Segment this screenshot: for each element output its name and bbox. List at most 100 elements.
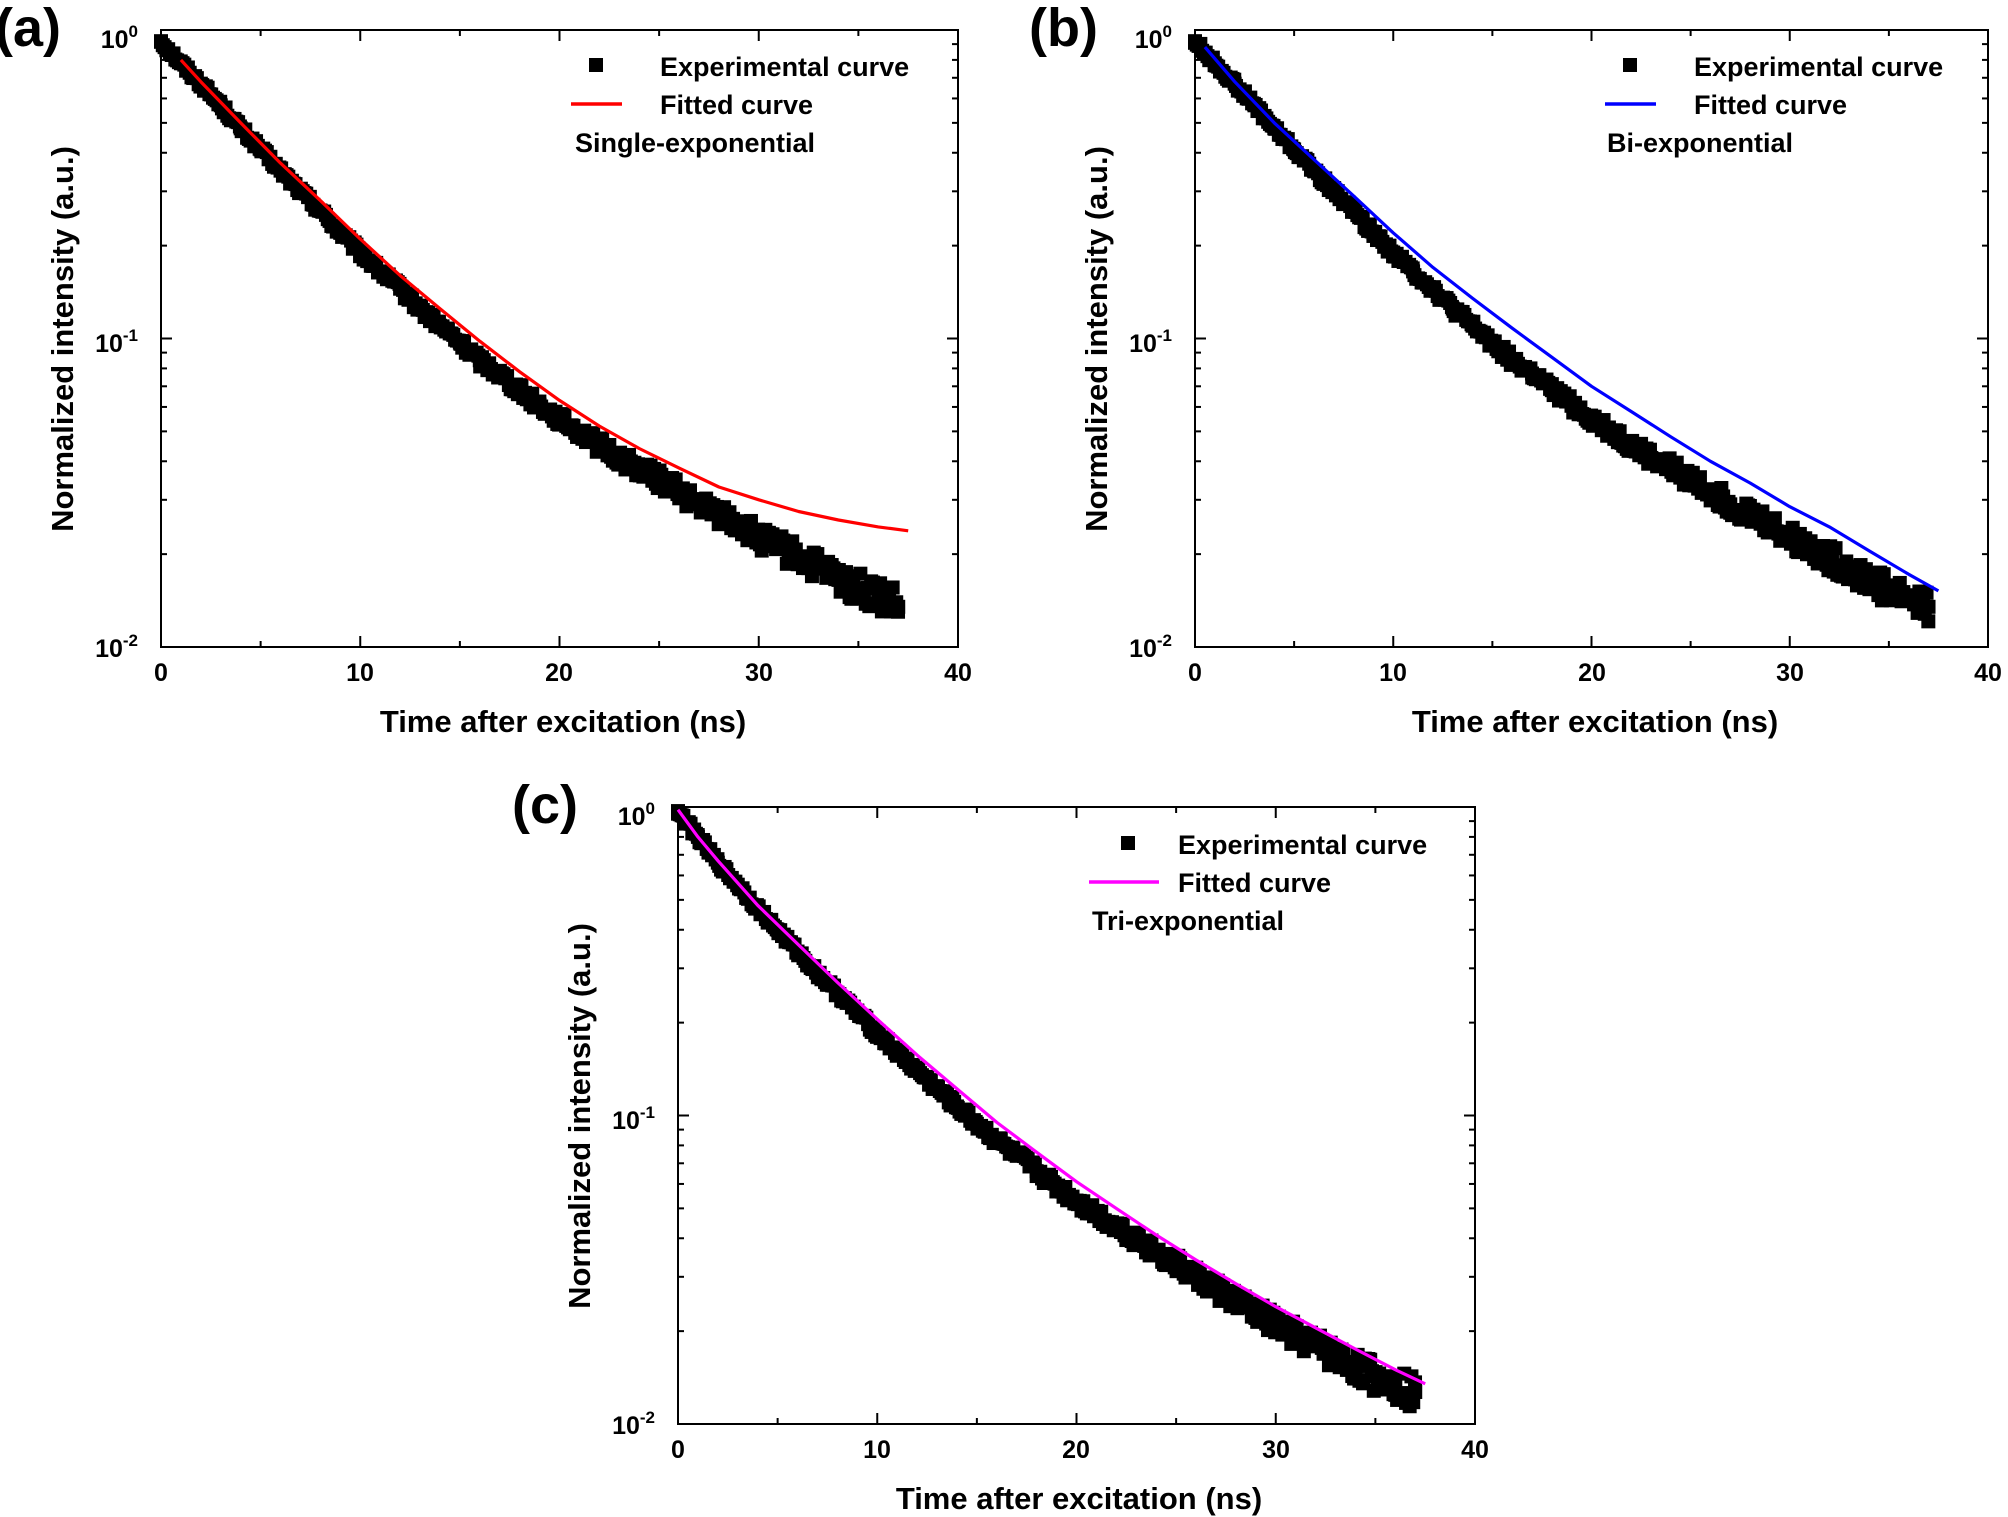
- panel-b-annotation: Bi-exponential: [1607, 128, 1793, 158]
- panel-b-data-point: [1723, 497, 1738, 512]
- panel-c-x-tick-label: 30: [1262, 1436, 1290, 1464]
- panel-b-data-point: [1663, 461, 1678, 476]
- panel-a-data-point: [432, 318, 447, 333]
- panel-b-data-point: [1425, 281, 1440, 296]
- panel-c-data-point: [1149, 1245, 1164, 1260]
- panel-c-data-point: [750, 901, 765, 916]
- panel-c-data-point: [969, 1116, 984, 1131]
- panel-a-data-point: [512, 383, 527, 398]
- panel-a-data-point: [652, 472, 667, 487]
- panel-a-x-tick-label: 40: [944, 659, 972, 687]
- panel-c-data-point: [1009, 1148, 1024, 1163]
- panel-a-data-point: [885, 580, 900, 595]
- panel-c-x-axis-title: Time after excitation (ns): [896, 1481, 1262, 1516]
- panel-b-data-point: [1762, 517, 1777, 532]
- panel-b-data-point: [1326, 184, 1341, 199]
- panel-c-legend-label: Fitted curve: [1178, 868, 1331, 898]
- panel-a-data-point: [293, 184, 308, 199]
- panel-c-data-point: [1089, 1206, 1104, 1221]
- panel-a-data-point: [811, 561, 826, 576]
- panel-a-label: (a): [0, 0, 61, 58]
- panel-a-data-point: [333, 225, 348, 240]
- panel-c-data-point: [1356, 1376, 1371, 1391]
- panel-b-data-point: [1919, 585, 1934, 600]
- panel-b-data-point: [1643, 450, 1658, 465]
- panel-a-data-point: [413, 301, 428, 316]
- panel-a-chart: (a) 0 10 20 30 40 100 10-1 10-2 Time aft…: [0, 0, 972, 739]
- panel-b-data-point: [1505, 353, 1520, 368]
- panel-a-y-tick-label: 10-1: [95, 326, 138, 358]
- panel-c-data-point: [1029, 1164, 1044, 1179]
- panel-b-y-tick-label: 10-1: [1129, 326, 1172, 358]
- panel-c-legend: Experimental curve Fitted curve Tri-expo…: [1089, 830, 1427, 936]
- panel-b-data-point: [1544, 383, 1559, 398]
- panel-a-plot-area: [154, 34, 909, 619]
- panel-b-data-point: [1743, 506, 1758, 521]
- panel-b-data-point: [1247, 98, 1262, 113]
- panel-a-data-point: [213, 98, 228, 113]
- panel-a-x-tick-label: 30: [745, 659, 773, 687]
- panel-a-data-point: [731, 517, 746, 532]
- panel-c-data-point: [910, 1063, 925, 1078]
- panel-c-plot-area: [671, 804, 1426, 1414]
- panel-b-x-tick-label: 10: [1379, 659, 1407, 687]
- panel-b-data-point: [1386, 245, 1401, 260]
- panel-c-y-tick-label: 10-2: [612, 1408, 655, 1440]
- panel-b-y-tick-label: 100: [1135, 22, 1172, 54]
- panel-b-data-point: [1921, 599, 1936, 614]
- panel-a-annotation: Single-exponential: [575, 128, 815, 158]
- panel-c-annotation: Tri-exponential: [1092, 906, 1284, 936]
- panel-c-legend-marker: [1121, 836, 1135, 850]
- panel-c-data-point: [1169, 1257, 1184, 1272]
- panel-b-legend-label: Fitted curve: [1694, 90, 1847, 120]
- panel-c-data-point: [890, 1045, 905, 1060]
- panel-c-data-point: [1049, 1179, 1064, 1194]
- panel-c-data-point: [1328, 1349, 1343, 1364]
- panel-a-data-point: [612, 450, 627, 465]
- panel-a-data-point: [592, 438, 607, 453]
- panel-b-data-point: [1525, 366, 1540, 381]
- panel-a-data-point: [691, 497, 706, 512]
- panel-b-x-tick-label: 30: [1776, 659, 1804, 687]
- panel-b-data-point: [1465, 318, 1480, 333]
- panel-c-data-point: [850, 1005, 865, 1020]
- panel-a-y-tick-label: 100: [101, 22, 138, 54]
- panel-a-data-point: [373, 264, 388, 279]
- panel-b-data-point: [1604, 424, 1619, 439]
- panel-c-chart: (c) 0 10 20 30 40 100 10-1 10-2 Time aft…: [512, 775, 1489, 1516]
- panel-a-legend: Experimental curve Fitted curve Single-e…: [571, 52, 909, 158]
- panel-c-data-point: [870, 1026, 885, 1041]
- panel-b-data-point: [1306, 163, 1321, 178]
- panel-b-data-point: [1564, 397, 1579, 412]
- panel-b-data-point: [1346, 203, 1361, 218]
- panel-b-data-point: [1802, 540, 1817, 555]
- panel-c-data-point: [930, 1081, 945, 1096]
- panel-b-x-tick-label: 0: [1188, 659, 1202, 687]
- panel-b-data-point: [1703, 484, 1718, 499]
- panel-a-data-point: [751, 531, 766, 546]
- panel-b-data-point: [1683, 472, 1698, 487]
- panel-c-data-point: [1348, 1360, 1363, 1375]
- panel-b-data-point: [1876, 567, 1891, 582]
- panel-c-x-tick-label: 0: [671, 1436, 685, 1464]
- panel-a-data-point: [472, 353, 487, 368]
- panel-c-data-point: [1109, 1218, 1124, 1233]
- panel-b-data-point: [1782, 531, 1797, 546]
- panel-a-data-point: [632, 461, 647, 476]
- panel-c-tick-marks: [677, 806, 1476, 1425]
- panel-a-x-tick-label: 20: [545, 659, 573, 687]
- panel-a-data-point: [672, 484, 687, 499]
- panel-c-label: (c): [512, 775, 578, 835]
- panel-b-tick-marks: [1194, 29, 1989, 648]
- panel-c-data-point: [949, 1099, 964, 1114]
- panel-c-x-tick-label: 40: [1461, 1436, 1489, 1464]
- panel-c-fitted-curve: [676, 808, 1426, 1386]
- panel-b-legend-marker: [1623, 58, 1637, 72]
- panel-a-tick-marks: [160, 29, 959, 648]
- panel-b-data-point: [1921, 614, 1936, 629]
- panel-c-x-tick-label: 20: [1062, 1436, 1090, 1464]
- panel-a-data-point: [313, 203, 328, 218]
- panel-b-data-point: [1188, 34, 1202, 49]
- panel-b-data-point: [1207, 56, 1222, 71]
